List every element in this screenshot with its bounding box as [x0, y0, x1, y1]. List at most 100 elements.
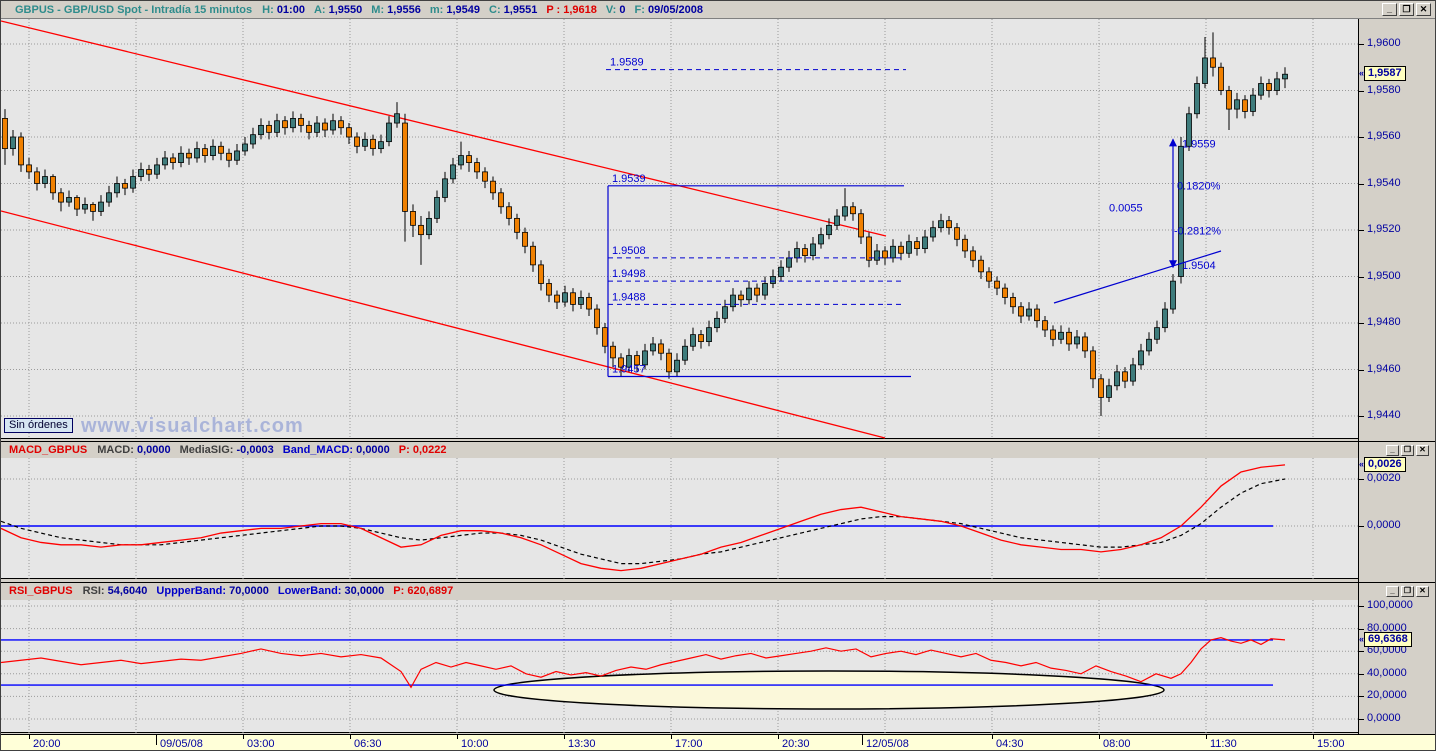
axis-tick: [1359, 276, 1364, 278]
time-axis-date-label: 09/05/08: [160, 738, 203, 750]
close-icon[interactable]: ✕: [1416, 585, 1429, 597]
rsi-chart-canvas[interactable]: [1, 600, 1358, 733]
price-axis[interactable]: 1,9600 1,9580 1,9560 1,9540 1,9520 1,9500 1,94…: [1359, 19, 1435, 439]
field-close: C: 1,9551: [489, 3, 538, 16]
marker-arrow-icon: «: [1359, 634, 1365, 645]
axis-label: 0,0000: [1367, 519, 1401, 531]
macd-chart-canvas[interactable]: [1, 458, 1358, 579]
time-axis-label: 06:30: [354, 738, 382, 750]
axis-label: 1,9600: [1367, 37, 1401, 49]
axis-label: 1,9520: [1367, 223, 1401, 235]
axis-label: 80,0000: [1367, 621, 1407, 634]
current-value-box: 1,9587: [1364, 66, 1406, 82]
current-value-box: 69,6368: [1364, 632, 1412, 648]
field-high: H: 01:00: [262, 3, 305, 16]
restore-icon[interactable]: ❐: [1401, 585, 1414, 597]
current-value-box: 0,0026: [1364, 456, 1406, 472]
time-tick: [1099, 735, 1100, 739]
axis-label: 40,0000: [1367, 666, 1407, 679]
rsi-axis[interactable]: 100,0000 80,0000 60,0000 40,0000 20,0000 0,00…: [1359, 599, 1435, 733]
axis-tick: [1359, 90, 1364, 92]
axis-tick: [1359, 696, 1364, 698]
time-axis-label: 20:00: [33, 738, 61, 750]
time-tick: [1206, 735, 1207, 739]
rsi-ellipse-annotation: [493, 670, 1165, 710]
time-axis-label: 15:00: [1317, 738, 1345, 750]
svg-text:1.9539: 1.9539: [612, 173, 646, 185]
close-icon[interactable]: ✕: [1416, 444, 1429, 456]
axis-label: 1,9560: [1367, 130, 1401, 142]
macd-field-2: Band_MACD: 0,0000: [282, 444, 390, 456]
axis-tick: [1359, 479, 1364, 480]
rsi-field-p: P: 620,6897: [393, 585, 454, 597]
rsi-line: [1, 637, 1286, 689]
time-tick: [1313, 735, 1314, 739]
axis-tick: [1359, 369, 1364, 371]
axis-tick: [1359, 230, 1364, 231]
macd-axis[interactable]: 0,0020 0,0000 «0,0026: [1359, 456, 1435, 579]
axis-label: 1,9460: [1367, 362, 1401, 375]
measure-annotation: 1.9559 0.1820% 0.0055 -0.2812% 1.9504: [1109, 138, 1221, 272]
sin-ordenes-button[interactable]: Sin órdenes: [4, 418, 73, 433]
axis-separator: [1358, 19, 1359, 734]
axis-label: 0,0000: [1367, 712, 1401, 724]
rsi-indicator-name: RSI_GBPUS: [9, 585, 73, 597]
macd-window-controls: _ ❐ ✕: [1386, 444, 1429, 456]
macd-line: [1, 464, 1286, 572]
trendline: [1053, 250, 1222, 304]
field-last-price: P : 1,9618: [546, 3, 597, 16]
time-axis-label: 17:00: [675, 738, 703, 750]
axis-tick: [1359, 526, 1364, 527]
axis-label: 20,0000: [1367, 689, 1407, 702]
candlestick-series: [2, 32, 1288, 416]
axis-label: 0,0020: [1367, 472, 1401, 484]
axis-tick: [1359, 137, 1364, 138]
restore-icon[interactable]: ❐: [1401, 444, 1414, 456]
restore-icon[interactable]: ❐: [1399, 3, 1414, 16]
axis-tick: [1359, 44, 1364, 45]
field-min: m: 1,9549: [429, 3, 480, 16]
minimize-icon[interactable]: _: [1382, 3, 1397, 16]
chart-titlebar: GBPUS - GBP/USD Spot - Intradía 15 minut…: [1, 1, 1435, 19]
axis-tick: [1359, 719, 1364, 720]
price-chart-canvas[interactable]: 1.9589 1.9539 1.9508 1.9498 1.9488 1.9457 1.95…: [1, 19, 1358, 439]
svg-text:1.9508: 1.9508: [612, 245, 646, 257]
time-axis-label: 08:00: [1103, 738, 1131, 750]
svg-text:1.9457: 1.9457: [612, 363, 646, 375]
axis-tick: [1359, 673, 1364, 675]
time-tick: [457, 735, 458, 739]
time-axis-label: 03:00: [247, 738, 275, 750]
svg-text:-0.2812%: -0.2812%: [1174, 225, 1221, 237]
axis-tick: [1359, 628, 1364, 630]
time-tick: [243, 735, 244, 739]
axis-label: 1,9580: [1367, 83, 1401, 96]
macd-field-p: P: 0,0222: [398, 444, 447, 456]
time-tick: [778, 735, 779, 739]
svg-text:1.9488: 1.9488: [612, 291, 646, 303]
axis-tick: [1359, 183, 1364, 185]
svg-text:1.9498: 1.9498: [612, 268, 646, 280]
macd-header: MACD_GBPUS MACD: 0,0000 MediaSIG: -0,000…: [1, 441, 1435, 458]
rsi-window-controls: _ ❐ ✕: [1386, 585, 1429, 597]
time-axis[interactable]: 20:00 09/05/08 03:00 06:30 10:00 13:30 17:00 20…: [1, 734, 1435, 750]
close-icon[interactable]: ✕: [1416, 3, 1431, 16]
trend-channel: [1, 20, 887, 439]
time-tick: [564, 735, 565, 739]
minimize-icon[interactable]: _: [1386, 585, 1399, 597]
rsi-field-1: UppperBand: 70,0000: [156, 585, 269, 597]
marker-arrow-icon: «: [1359, 68, 1365, 79]
window-controls: _ ❐ ✕: [1382, 3, 1431, 16]
field-date: F: 09/05/2008: [634, 3, 704, 16]
rsi-header: RSI_GBPUS RSI: 54,6040 UppperBand: 70,00…: [1, 582, 1435, 599]
macd-field-0: MACD: 0,0000: [97, 444, 171, 456]
rsi-field-2: LowerBand: 30,0000: [277, 585, 385, 597]
rsi-field-0: RSI: 54,6040: [82, 585, 148, 597]
time-tick: [992, 735, 993, 739]
time-axis-date-label: 12/05/08: [866, 738, 909, 750]
svg-text:1.9589: 1.9589: [610, 57, 644, 69]
time-axis-label: 20:30: [782, 738, 810, 750]
symbol-title: GBPUS - GBP/USD Spot - Intradía 15 minut…: [15, 3, 253, 16]
minimize-icon[interactable]: _: [1386, 444, 1399, 456]
field-max: M: 1,9556: [371, 3, 421, 16]
axis-label: 1,9500: [1367, 269, 1401, 282]
